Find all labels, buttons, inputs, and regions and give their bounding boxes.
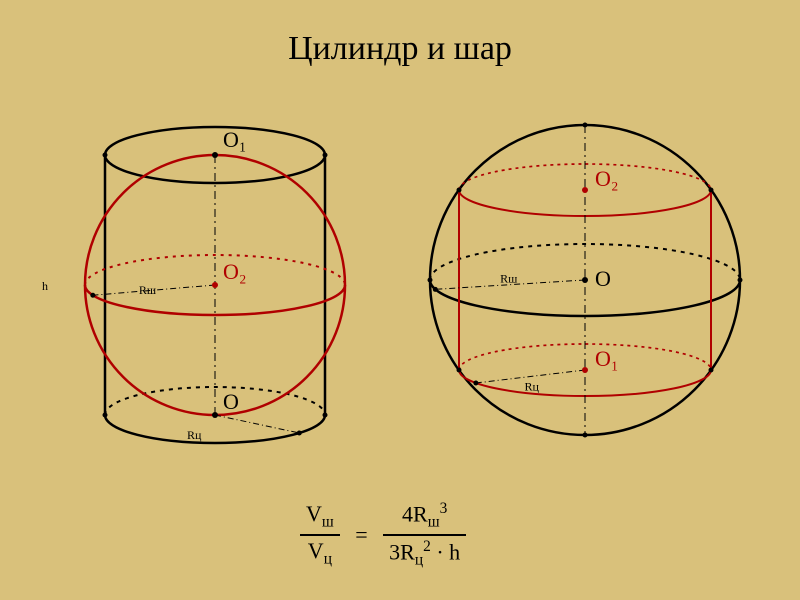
fraction-left: Vш Vц	[300, 501, 340, 568]
svg-text:Rц: Rц	[187, 428, 202, 442]
diagram-sphere-cylinder: Rш Rц O O₂ O₁	[410, 100, 760, 460]
svg-text:O₂: O₂	[223, 259, 247, 284]
volume-ratio-formula: Vш Vц = 4Rш3 3Rц2 · h	[300, 500, 466, 569]
equals-sign: =	[355, 522, 367, 548]
diagram-cylinder-sphere: Rш Rц O₁ O₂ O	[60, 100, 370, 470]
title-text: Цилиндр и шар	[288, 30, 512, 67]
height-label: h	[42, 279, 48, 294]
svg-text:O: O	[223, 389, 239, 414]
svg-text:O₂: O₂	[595, 166, 619, 191]
svg-text:Rш: Rш	[139, 283, 157, 297]
page-title: Цилиндр и шар	[0, 30, 800, 68]
svg-text:O₁: O₁	[595, 346, 619, 371]
svg-text:O₁: O₁	[223, 127, 247, 152]
fraction-right: 4Rш3 3Rц2 · h	[383, 500, 466, 569]
svg-text:Rш: Rш	[500, 272, 518, 286]
svg-text:Rц: Rц	[524, 380, 539, 394]
svg-text:O: O	[595, 266, 611, 291]
